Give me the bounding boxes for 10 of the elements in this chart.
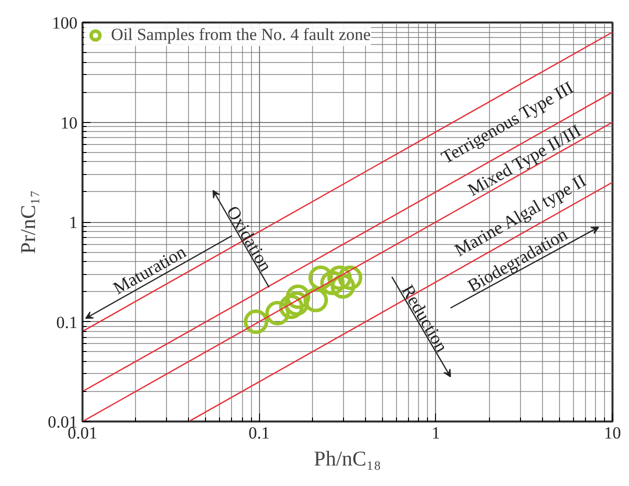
y-tick-label: 10 [60,113,78,132]
x-axis-title: Ph/nC₁₈ [314,446,382,470]
x-tick-label: 10 [604,424,621,442]
y-tick-label: 100 [52,14,78,32]
y-axis-title: Pr/nC₁₇ [16,190,40,254]
x-tick-label: 1 [432,424,440,442]
y-tick-label: 1 [69,213,78,232]
x-tick-label: 0.1 [248,424,270,442]
legend-label: Oil Samples from the No. 4 fault zone [111,25,371,45]
y-tick-label: 0.1 [56,312,78,332]
